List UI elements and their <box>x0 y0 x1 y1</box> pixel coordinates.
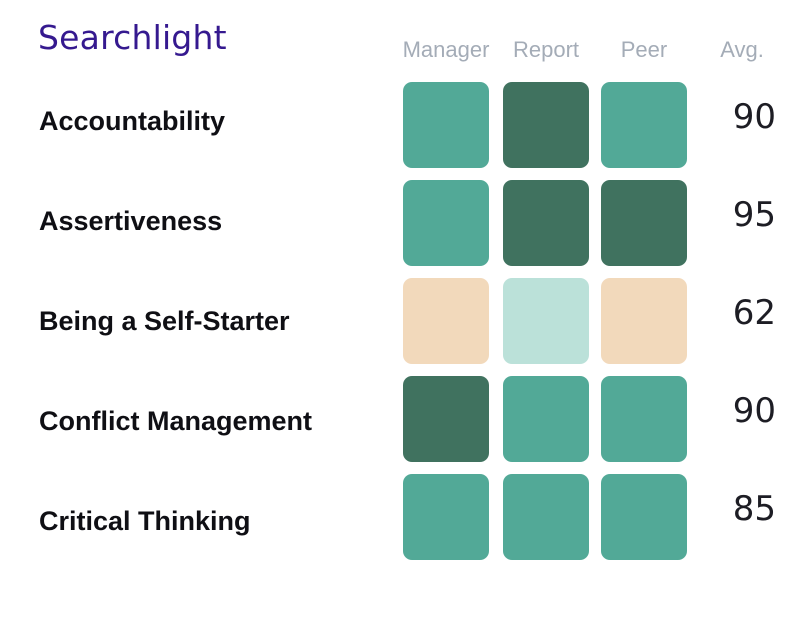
column-header-report: Report <box>512 37 580 62</box>
avg-score-assertiveness: 95 <box>732 195 776 235</box>
column-header-manager: Manager <box>402 37 490 62</box>
cell-conflict-management-report <box>503 376 589 462</box>
cell-accountability-peer <box>601 82 687 168</box>
cell-self-starter-peer <box>601 278 687 364</box>
cell-accountability-manager <box>403 82 489 168</box>
cell-critical-thinking-manager <box>403 474 489 560</box>
row-label-critical-thinking: Critical Thinking <box>39 506 251 536</box>
cell-self-starter-report <box>503 278 589 364</box>
cell-assertiveness-manager <box>403 180 489 266</box>
column-header-average: Avg. <box>720 37 764 62</box>
row-label-being-a-self-starter: Being a Self-Starter <box>39 306 290 336</box>
cell-critical-thinking-peer <box>601 474 687 560</box>
cell-assertiveness-report <box>503 180 589 266</box>
avg-score-critical-thinking: 85 <box>732 489 776 529</box>
row-label-conflict-management: Conflict Management <box>39 406 313 436</box>
column-header-peer: Peer <box>620 37 668 62</box>
cell-conflict-management-peer <box>601 376 687 462</box>
searchlight-logo: Searchlight <box>38 18 227 57</box>
cell-assertiveness-peer <box>601 180 687 266</box>
cell-accountability-report <box>503 82 589 168</box>
cell-self-starter-manager <box>403 278 489 364</box>
avg-score-being-a-self-starter: 62 <box>732 293 776 333</box>
row-label-accountability: Accountability <box>39 106 226 136</box>
cell-critical-thinking-report <box>503 474 589 560</box>
cell-conflict-management-manager <box>403 376 489 462</box>
avg-score-accountability: 90 <box>732 97 776 137</box>
avg-score-conflict-management: 90 <box>732 391 776 431</box>
row-label-assertiveness: Assertiveness <box>39 206 223 236</box>
